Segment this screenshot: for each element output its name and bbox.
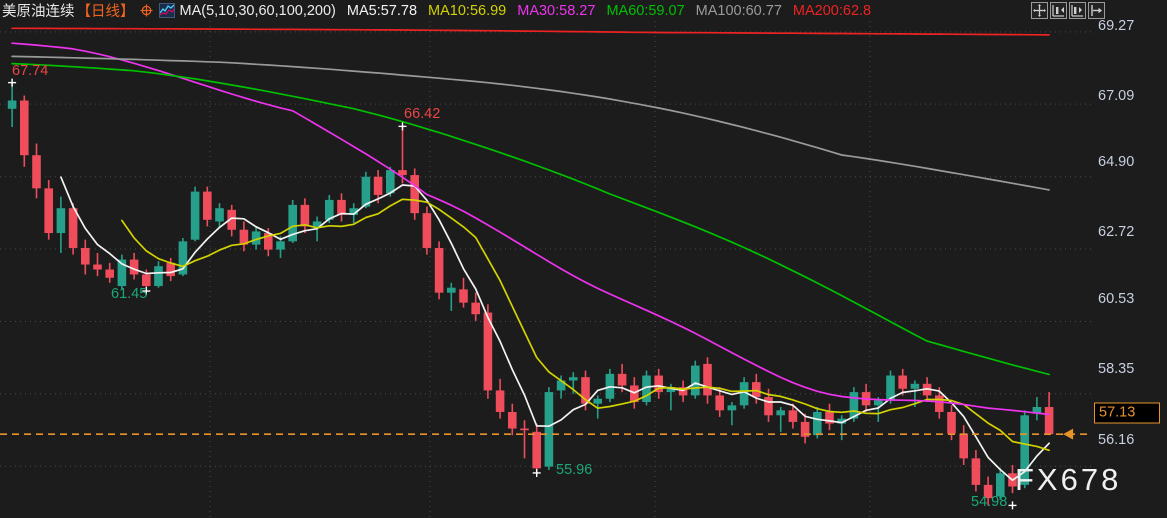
ma200-value: MA200:62.8: [792, 2, 872, 19]
symbol-name[interactable]: 美原油连续: [2, 4, 75, 20]
axis-label: 60.53: [1098, 291, 1135, 307]
period-label[interactable]: 【日线】: [76, 4, 135, 20]
candlestick-svg: [0, 21, 1092, 518]
high-annotation-67-74: 67.74: [12, 63, 49, 79]
chart-thumbnail-icon[interactable]: [158, 3, 175, 18]
crosshair-tool-button[interactable]: [1031, 2, 1048, 19]
low-annotation-61-45: 61.45: [111, 286, 148, 302]
ma10-value: MA10:56.99: [428, 2, 507, 19]
ma100-value: MA100:60.77: [695, 2, 782, 19]
ma30-value: MA30:58.27: [517, 2, 596, 19]
axis-label: 69.27: [1098, 18, 1135, 34]
low-annotation-55-96: 55.96: [556, 462, 593, 478]
crosshair-icon[interactable]: [140, 4, 153, 17]
ma-expression: MA(5,10,30,60,100,200): [179, 2, 336, 19]
axis-label: 64.90: [1098, 154, 1135, 170]
last-price-badge[interactable]: 57.13: [1094, 402, 1160, 424]
high-annotation-66-42: 66.42: [404, 106, 441, 122]
low-annotation-54-98: 54.98: [971, 494, 1008, 510]
price-axis[interactable]: 69.27 67.09 64.90 62.72 60.53 58.35 56.1…: [1092, 18, 1167, 518]
chart-header: 美原油连续 【日线】 MA(5,10,30,60,100,200) MA5:57…: [0, 0, 1167, 21]
watermark: FX678: [1015, 462, 1122, 497]
axis-label: 58.35: [1098, 361, 1135, 377]
zoom-out-button[interactable]: [1050, 2, 1067, 19]
ma60-value: MA60:59.07: [606, 2, 685, 19]
scroll-right-button[interactable]: [1088, 2, 1105, 19]
ma5-value: MA5:57.78: [346, 2, 418, 19]
chart-toolbar: [1031, 2, 1105, 19]
axis-label: 56.16: [1098, 432, 1135, 448]
price-chart-plot[interactable]: [0, 21, 1092, 518]
axis-label: 67.09: [1098, 88, 1135, 104]
axis-label: 62.72: [1098, 224, 1135, 240]
zoom-in-button[interactable]: [1069, 2, 1086, 19]
